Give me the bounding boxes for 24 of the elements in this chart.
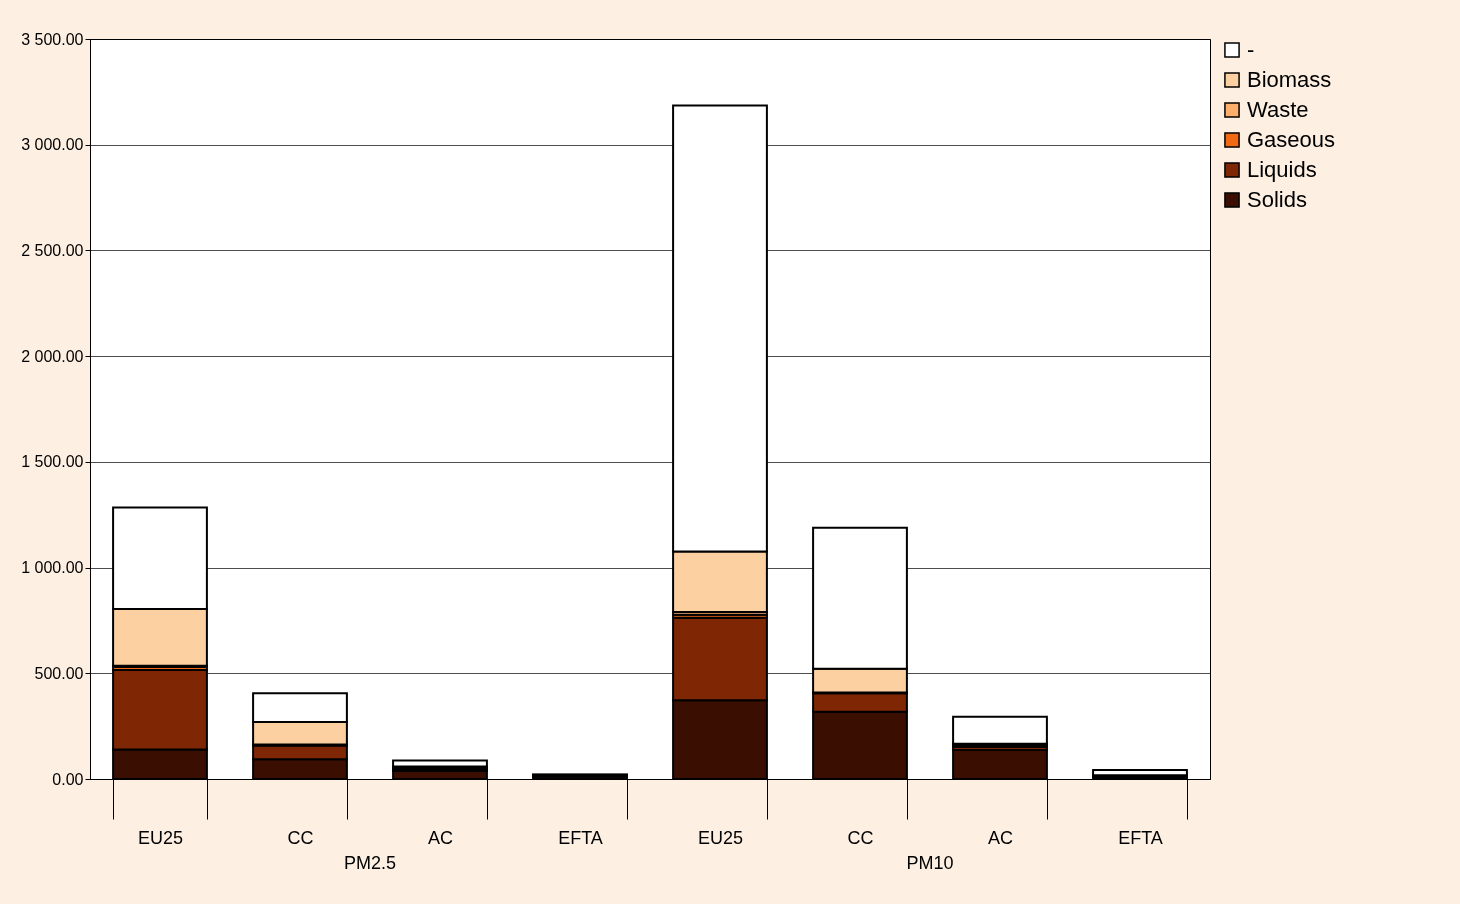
text: PM2.5	[343, 853, 397, 873]
legend-label: Waste	[1247, 97, 1309, 122]
legend-label: Solids	[1247, 187, 1307, 212]
y-tick-label: 3 500.00	[21, 30, 84, 48]
legend-label: Gaseous	[1247, 127, 1336, 152]
y-tick-label: 1 500.00	[21, 453, 84, 471]
x-tick-label: EFTA	[1118, 827, 1163, 848]
y-tick-label: 2 500.00	[21, 241, 84, 259]
x-tick-label: AC	[987, 827, 1014, 848]
legend-label: Liquids	[1247, 157, 1317, 182]
x-tick-label: CC	[287, 827, 314, 848]
x-tick-label: EFTA	[558, 827, 603, 848]
legend-label: Biomass	[1247, 67, 1332, 92]
legend-label: -	[1247, 37, 1255, 62]
text: PM10	[906, 853, 954, 873]
y-tick-label: 2 000.00	[21, 347, 84, 365]
x-tick-label: AC	[427, 827, 454, 848]
y-tick-label: 500.00	[34, 664, 84, 682]
y-tick-label: 1 000.00	[21, 559, 84, 577]
x-tick-label: EU25	[137, 827, 184, 848]
x-tick-label: EU25	[697, 827, 744, 848]
y-tick-label: 0.00	[52, 770, 84, 788]
x-tick-label: CC	[847, 827, 874, 848]
y-tick-label: 3 000.00	[21, 136, 84, 154]
